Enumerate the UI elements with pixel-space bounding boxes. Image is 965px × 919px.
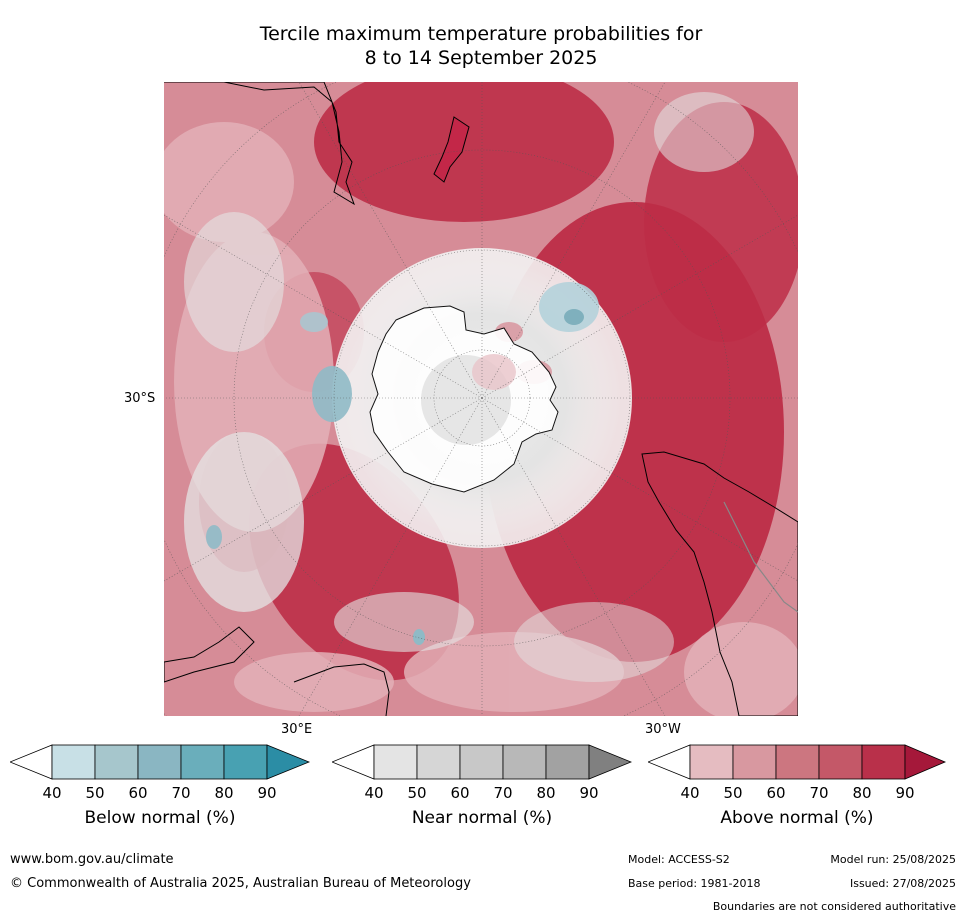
below-swatch-40-50 <box>51 744 96 780</box>
below-swatch-80-90 <box>223 744 268 780</box>
near-swatch-60-70 <box>459 744 504 780</box>
footer-url: www.bom.gov.au/climate <box>10 852 174 867</box>
below-normal-regions <box>206 282 599 645</box>
near-swatch-50-60 <box>416 744 461 780</box>
below-swatch-60-70 <box>137 744 182 780</box>
colorbar-near-swatches <box>330 744 633 780</box>
tick-label: 60 <box>128 784 148 802</box>
tick-label: 40 <box>42 784 62 802</box>
above-swatch-under <box>646 744 691 780</box>
near-swatch-70-80 <box>502 744 547 780</box>
longitude-gridlines <box>164 82 798 716</box>
above-swatch-70-80 <box>818 744 863 780</box>
footer-model-run: Model run: 25/08/2025 <box>830 853 956 866</box>
polar-probability-map <box>164 82 798 716</box>
south-america-border <box>723 501 798 613</box>
below-swatch-under <box>8 744 53 780</box>
footer-issued: Issued: 27/08/2025 <box>849 877 956 890</box>
map-title: Tercile maximum temperature probabilitie… <box>164 22 798 70</box>
tick-label: 40 <box>364 784 384 802</box>
longitude-label-30e: 30°E <box>281 722 313 737</box>
colorbar-below-normal <box>8 744 311 784</box>
near-swatch-80-90 <box>545 744 590 780</box>
longitude-label-30w: 30°W <box>645 722 681 737</box>
africa-coastline <box>164 626 255 683</box>
tick-label: 80 <box>852 784 872 802</box>
title-line-2: 8 to 14 September 2025 <box>364 47 598 69</box>
footer-base-period: Base period: 1981-2018 <box>628 877 761 890</box>
tick-label: 80 <box>536 784 556 802</box>
near-swatch-under <box>330 744 375 780</box>
africa-coastline-south <box>293 663 390 716</box>
south-america-coastline <box>641 451 798 716</box>
tick-label: 50 <box>85 784 105 802</box>
tick-label: 50 <box>407 784 427 802</box>
colorbar-above-label: Above normal (%) <box>720 808 874 828</box>
australia-coastline <box>164 82 355 206</box>
colorbar-near-label: Near normal (%) <box>411 808 553 828</box>
near-swatch-40-50 <box>373 744 418 780</box>
below-swatch-50-60 <box>94 744 139 780</box>
tick-label: 50 <box>723 784 743 802</box>
title-line-1: Tercile maximum temperature probabilitie… <box>259 23 703 45</box>
colorbar-below-label: Below normal (%) <box>84 808 236 828</box>
tick-label: 60 <box>450 784 470 802</box>
footer-model: Model: ACCESS-S2 <box>628 853 730 866</box>
near-swatch-over <box>588 744 633 780</box>
above-swatch-60-70 <box>775 744 820 780</box>
below-swatch-over <box>266 744 311 780</box>
colorbar-near-normal <box>330 744 633 784</box>
colorbar-below-swatches <box>8 744 311 780</box>
latitude-label-30s: 30°S <box>124 391 156 406</box>
tick-label: 40 <box>680 784 700 802</box>
above-swatch-over <box>904 744 947 780</box>
above-swatch-80-90 <box>861 744 906 780</box>
map-canvas <box>164 82 798 716</box>
tick-label: 70 <box>809 784 829 802</box>
tick-label: 90 <box>257 784 277 802</box>
below-swatch-70-80 <box>180 744 225 780</box>
tick-label: 90 <box>895 784 915 802</box>
tick-label: 90 <box>579 784 599 802</box>
footer-copyright: © Commonwealth of Australia 2025, Austra… <box>10 876 471 891</box>
tick-label: 60 <box>766 784 786 802</box>
tick-label: 70 <box>171 784 191 802</box>
colorbar-above-swatches <box>646 744 947 780</box>
above-swatch-40-50 <box>689 744 734 780</box>
footer-disclaimer: Boundaries are not considered authoritat… <box>712 900 956 913</box>
colorbar-above-normal <box>646 744 948 784</box>
near-normal-regions <box>184 92 754 682</box>
above-swatch-50-60 <box>732 744 777 780</box>
tick-label: 70 <box>493 784 513 802</box>
new-zealand-coastline <box>433 116 470 183</box>
tick-label: 80 <box>214 784 234 802</box>
antarctica-interior <box>421 354 516 445</box>
